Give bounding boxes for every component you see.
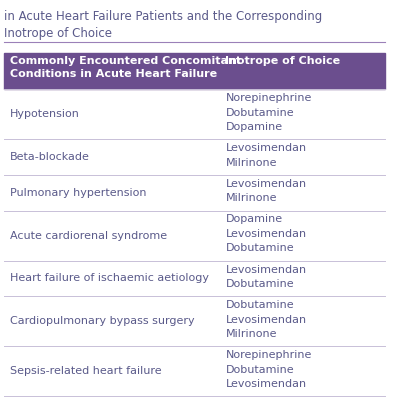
Text: Inotrope of Choice: Inotrope of Choice	[226, 56, 340, 66]
Text: Dopamine
Levosimendan
Dobutamine: Dopamine Levosimendan Dobutamine	[226, 214, 306, 253]
Text: Levosimendan
Milrinone: Levosimendan Milrinone	[226, 179, 306, 203]
Text: Levosimendan
Dobutamine: Levosimendan Dobutamine	[226, 264, 306, 289]
Text: Commonly Encountered Concomitant
Conditions in Acute Heart Failure: Commonly Encountered Concomitant Conditi…	[10, 56, 241, 79]
Text: Hypotension: Hypotension	[10, 109, 80, 119]
Text: Norepinephrine
Dobutamine
Levosimendan: Norepinephrine Dobutamine Levosimendan	[226, 350, 312, 389]
Text: Heart failure of ischaemic aetiology: Heart failure of ischaemic aetiology	[10, 273, 209, 283]
Text: Pulmonary hypertension: Pulmonary hypertension	[10, 188, 146, 198]
Bar	[4, 52, 385, 89]
Text: Norepinephrine
Dobutamine
Dopamine: Norepinephrine Dobutamine Dopamine	[226, 93, 312, 132]
Text: Sepsis-related heart failure: Sepsis-related heart failure	[10, 366, 161, 376]
Text: Cardiopulmonary bypass surgery: Cardiopulmonary bypass surgery	[10, 316, 194, 326]
Text: Levosimendan
Milrinone: Levosimendan Milrinone	[226, 143, 306, 168]
Text: Dobutamine
Levosimendan
Milrinone: Dobutamine Levosimendan Milrinone	[226, 300, 306, 339]
Text: Beta-blockade: Beta-blockade	[10, 152, 90, 162]
Text: in Acute Heart Failure Patients and the Corresponding
Inotrope of Choice: in Acute Heart Failure Patients and the …	[4, 10, 322, 40]
Text: Acute cardiorenal syndrome: Acute cardiorenal syndrome	[10, 230, 167, 240]
